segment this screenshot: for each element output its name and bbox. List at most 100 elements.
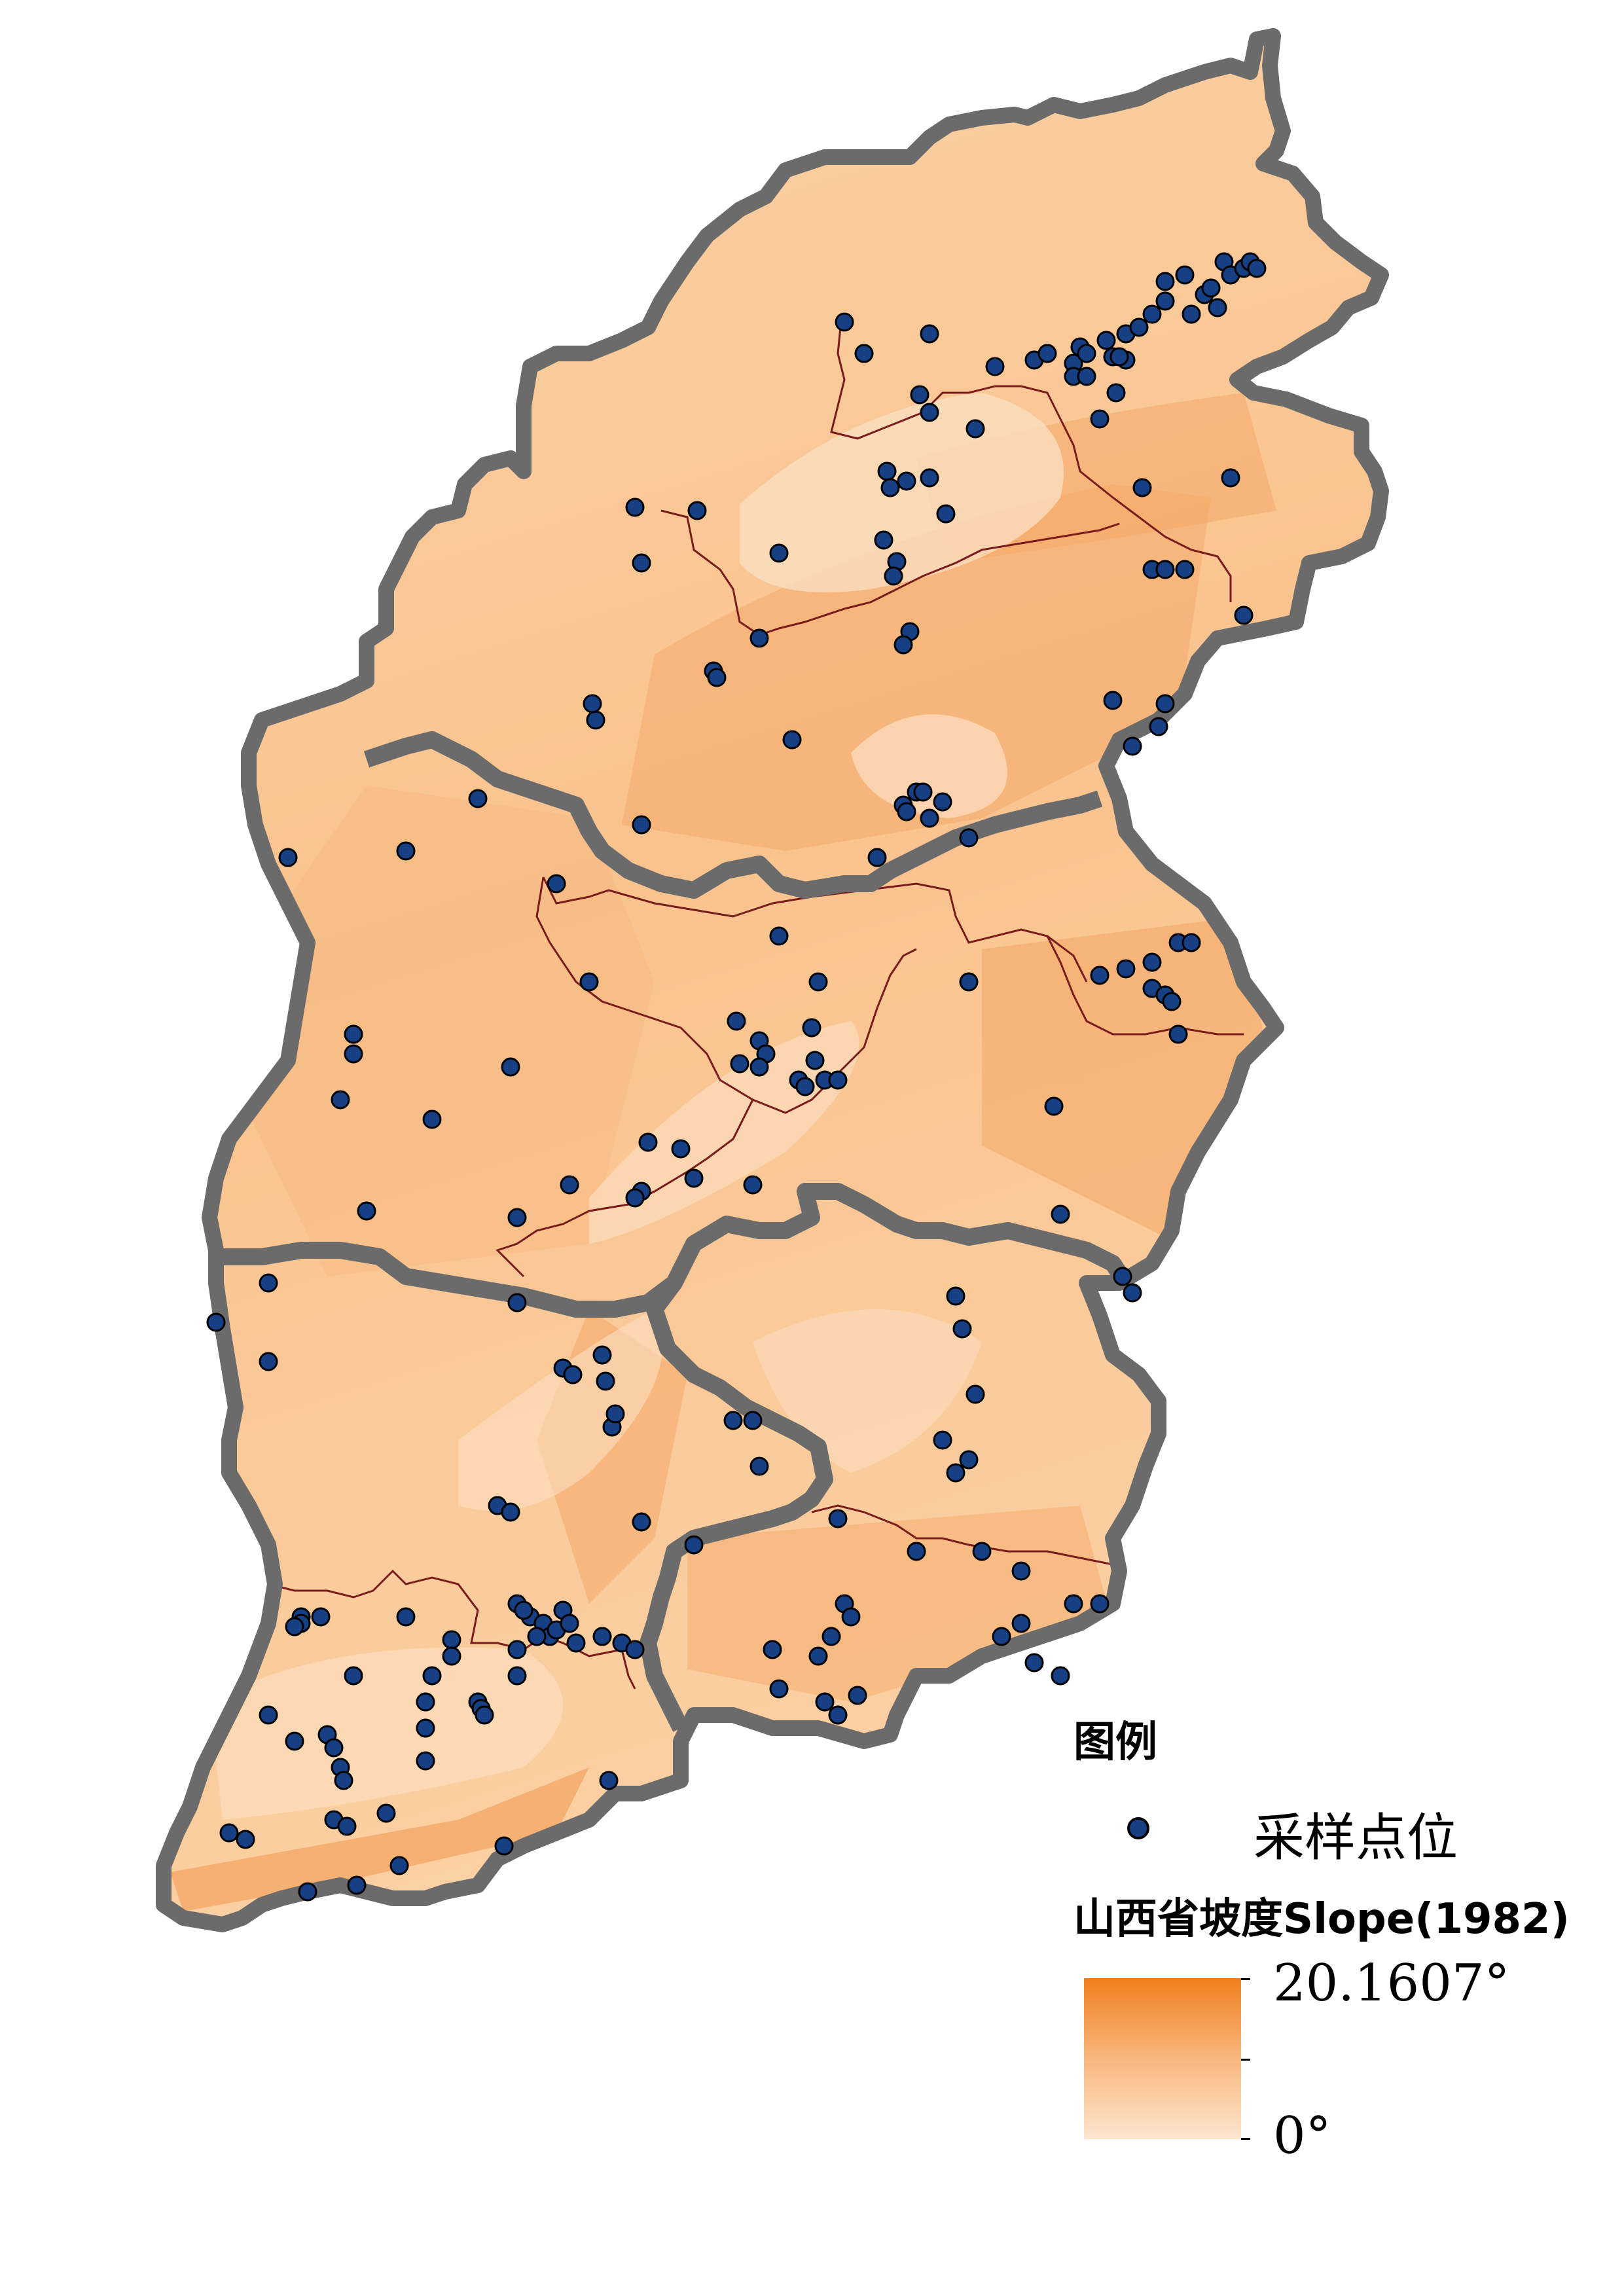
sample-point [854, 344, 874, 363]
sample-point [547, 874, 566, 894]
sample-point [769, 926, 789, 946]
sample-point [501, 1057, 520, 1077]
sample-points [206, 252, 1267, 1902]
sample-point [867, 848, 887, 867]
legend-title: 图例 [1074, 1718, 1157, 1767]
sample-point [344, 1044, 363, 1064]
sample-point [1011, 1614, 1031, 1633]
sample-point [278, 848, 298, 867]
sample-point [396, 1607, 416, 1627]
sample-point [1129, 317, 1149, 337]
sample-point [828, 1705, 848, 1725]
sample-point [259, 1352, 278, 1371]
sample-point [749, 628, 769, 648]
sample-point [507, 1666, 527, 1686]
sample-point [1090, 966, 1110, 985]
sample-point [880, 478, 900, 497]
sample-point [933, 792, 952, 812]
legend-min-label: 0° [1273, 2106, 1331, 2165]
sample-point [605, 1404, 625, 1424]
sample-point [442, 1630, 461, 1650]
sample-point [599, 1771, 619, 1790]
sample-point [344, 1024, 363, 1044]
sample-point [1155, 694, 1175, 714]
sample-point [1175, 560, 1195, 579]
sample-point [1155, 560, 1175, 579]
legend-sample-label: 采样点位 [1254, 1809, 1458, 1868]
sample-point [1106, 383, 1126, 403]
sample-point [1168, 1024, 1188, 1044]
sample-point [625, 1640, 645, 1659]
sample-point [805, 1051, 825, 1070]
sample-point [1064, 1594, 1083, 1614]
sample-point [311, 1607, 331, 1627]
sample-point [727, 1011, 746, 1031]
sample-point [1149, 717, 1168, 736]
sample-point [782, 730, 802, 750]
sample-point [298, 1882, 317, 1902]
sample-point [337, 1816, 357, 1836]
sample-point [206, 1312, 226, 1332]
sample-point [527, 1627, 547, 1646]
sample-point [507, 1208, 527, 1227]
sample-point [1155, 291, 1175, 311]
sample-point [285, 1617, 304, 1636]
sample-point [442, 1646, 461, 1666]
sample-point [586, 710, 605, 730]
sample-point [671, 1139, 691, 1159]
sample-point [730, 1054, 749, 1074]
sample-point [1175, 265, 1195, 285]
sample-point [1096, 331, 1116, 350]
sample-point [236, 1830, 255, 1849]
sample-point [835, 312, 854, 332]
ramp-tick-bottom [1241, 2138, 1250, 2140]
sample-point [579, 972, 599, 992]
sample-point [1038, 344, 1057, 363]
sample-point [965, 1384, 985, 1404]
sample-point [815, 1692, 835, 1712]
sample-point [874, 530, 893, 550]
sample-point [848, 1686, 867, 1705]
sample-point [468, 789, 488, 808]
sample-point [1110, 347, 1129, 367]
ramp-tick-mid [1241, 2059, 1250, 2061]
sample-point [396, 841, 416, 861]
sample-point [416, 1718, 435, 1738]
sample-point [1077, 367, 1096, 386]
sample-point [841, 1607, 861, 1627]
sample-point [494, 1836, 514, 1856]
sample-point [507, 1293, 527, 1312]
sample-point [344, 1666, 363, 1686]
sample-point [907, 1542, 926, 1561]
sample-point [566, 1633, 586, 1653]
sample-point [389, 1856, 409, 1875]
sample-point [583, 694, 602, 714]
sample-point [933, 1430, 952, 1450]
sample-point [1090, 409, 1110, 429]
sample-point [959, 828, 979, 848]
sample-point [707, 668, 727, 687]
sample-point [625, 497, 645, 517]
sample-point [1182, 933, 1201, 952]
sample-point [828, 1509, 848, 1528]
ramp-tick-top [1241, 1978, 1250, 1980]
sample-point [884, 566, 903, 586]
sample-point [592, 1627, 612, 1646]
sample-point [1044, 1096, 1064, 1116]
sample-point [946, 1463, 965, 1483]
sample-point [972, 1542, 992, 1561]
sample-point [1077, 344, 1096, 363]
sample-point [1113, 1267, 1132, 1286]
sample-point-icon [1127, 1817, 1149, 1839]
sample-point [763, 1640, 782, 1659]
sample-point [596, 1371, 615, 1391]
sample-point [347, 1875, 367, 1895]
sample-point [514, 1600, 533, 1620]
sample-point [828, 1070, 848, 1090]
sample-point [920, 468, 939, 488]
sample-point [808, 972, 828, 992]
sample-point [749, 1456, 769, 1476]
sample-point [821, 1627, 841, 1646]
sample-point [416, 1692, 435, 1712]
